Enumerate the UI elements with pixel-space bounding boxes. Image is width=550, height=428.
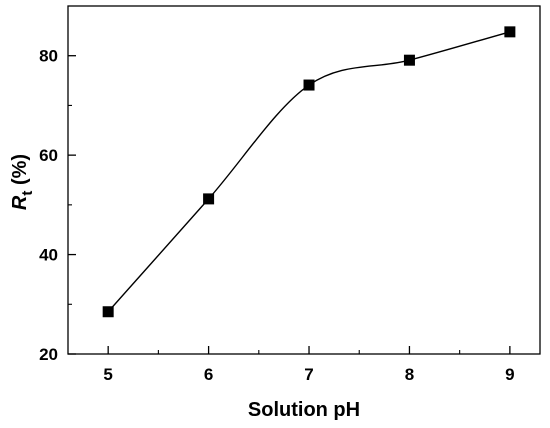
x-tick-label: 9 xyxy=(505,365,514,384)
data-point xyxy=(504,26,516,38)
y-axis-ticks: 20 40 60 80 xyxy=(39,47,76,364)
data-point xyxy=(203,193,215,205)
fit-curve-layer xyxy=(107,31,511,313)
x-tick-label: 7 xyxy=(304,365,313,384)
x-axis-ticks: 5 6 7 8 9 xyxy=(103,346,515,384)
plot-frame-border xyxy=(67,5,541,355)
y-axis-title-unit: (%) xyxy=(9,154,31,191)
data-point xyxy=(403,54,415,66)
data-markers xyxy=(102,26,516,318)
y-tick-label: 60 xyxy=(39,146,58,165)
y-axis-title-symbol: R xyxy=(9,195,31,210)
plot-area xyxy=(67,5,541,355)
y-tick-label: 80 xyxy=(39,47,58,66)
x-tick-label: 6 xyxy=(204,365,213,384)
x-axis-title: Solution pH xyxy=(248,399,360,421)
y-axis-title: Rt (%) xyxy=(9,154,36,210)
y-tick-label: 40 xyxy=(39,246,58,265)
data-point xyxy=(303,79,315,91)
y-tick-label: 20 xyxy=(39,345,58,364)
x-tick-label: 8 xyxy=(405,365,414,384)
fit-curve xyxy=(107,31,511,313)
y-axis-title-subscript: t xyxy=(19,191,36,196)
data-point xyxy=(102,306,114,318)
x-tick-label: 5 xyxy=(103,365,112,384)
